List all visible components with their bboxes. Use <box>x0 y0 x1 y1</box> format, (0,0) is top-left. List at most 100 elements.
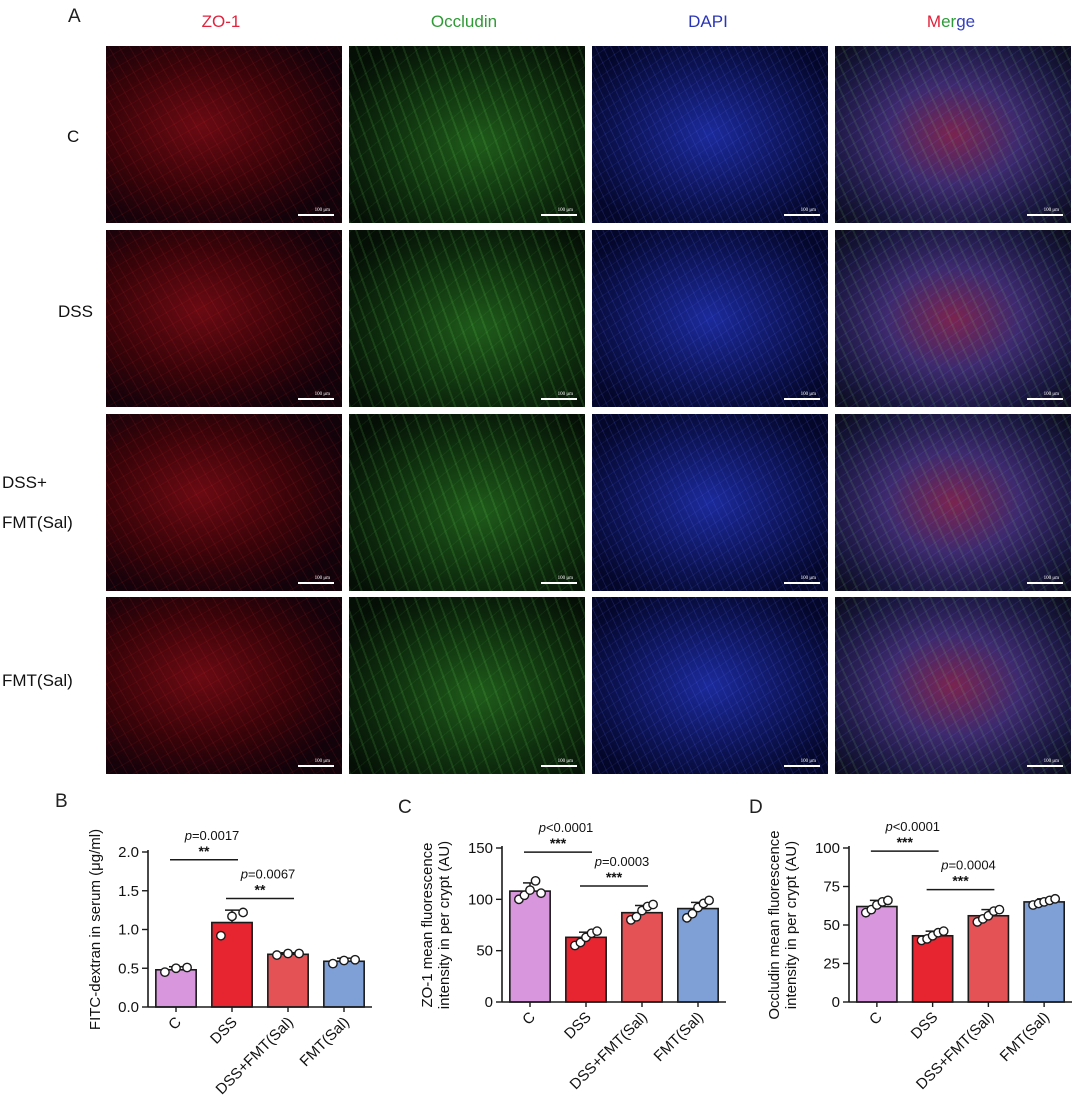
p-value-label: p=0.0067 <box>240 867 296 882</box>
scale-bar-label: 100 μm <box>1043 208 1059 213</box>
data-point <box>216 930 226 941</box>
significance-stars: ** <box>199 843 210 859</box>
scale-bar-label: 100 μm <box>557 392 573 397</box>
x-tick-label: C <box>519 1009 539 1029</box>
micrograph-merge-row-4: 100 μm <box>835 597 1071 774</box>
panel-d-letter: D <box>749 797 763 818</box>
scale-bar-label: 100 μm <box>314 759 330 764</box>
panel-a-letter: A <box>68 6 81 27</box>
p-value-label: p=0.0017 <box>184 828 240 843</box>
y-axis-label: intensity in per crypt (AU) <box>436 841 453 1009</box>
bar-C <box>155 968 197 1008</box>
scale-bar-label: 100 μm <box>800 208 816 213</box>
micrograph-green-row-4: 100 μm <box>349 597 585 774</box>
scale-bar-label: 100 μm <box>314 208 330 213</box>
panel-c-letter: C <box>398 797 412 818</box>
row-label-fmt: FMT(Sal) <box>2 668 73 694</box>
x-tick-label: FMT(Sal) <box>997 1009 1053 1065</box>
merge-part-m: M <box>926 12 942 31</box>
data-point <box>883 895 893 906</box>
scale-bar <box>298 398 334 400</box>
p-symbol: p <box>884 819 892 834</box>
p-value: =0.0017 <box>192 828 239 843</box>
data-point <box>525 885 535 895</box>
scale-bar <box>784 214 820 216</box>
y-tick-label: 0.0 <box>118 999 139 1016</box>
data-point <box>160 967 170 978</box>
data-point <box>227 911 237 922</box>
scale-bar <box>784 582 820 584</box>
x-tick-label: C <box>866 1009 886 1029</box>
scale-bar <box>541 765 577 767</box>
x-tick-label: C <box>165 1014 185 1034</box>
data-point <box>238 907 248 918</box>
x-tick-label: DSS <box>561 1009 595 1043</box>
p-value-label: p=0.0003 <box>594 854 650 869</box>
column-header-merge: Merge <box>833 12 1069 32</box>
bar-DSS <box>911 934 954 1003</box>
significance-stars: *** <box>606 869 623 885</box>
bar-C <box>509 890 551 1003</box>
merge-part-ge: ge <box>956 12 976 31</box>
scale-bar <box>1027 765 1063 767</box>
scale-bar <box>541 214 577 216</box>
y-axis-label: Occludin mean fluorescence <box>766 830 783 1019</box>
p-symbol: p <box>538 820 546 835</box>
bar-FMT(Sal) <box>677 907 719 1003</box>
data-point <box>704 895 714 906</box>
scale-bar <box>541 398 577 400</box>
data-point <box>938 926 949 937</box>
y-tick-label: 100 <box>468 891 493 908</box>
bar-DSS+FMT(Sal) <box>267 953 309 1008</box>
scale-bar-label: 100 μm <box>557 576 573 581</box>
micrograph-merge-row-1: 100 μm <box>835 46 1071 223</box>
scale-bar <box>541 582 577 584</box>
p-symbol: p <box>940 858 948 873</box>
p-value: =0.0067 <box>248 867 295 882</box>
scale-bar <box>784 765 820 767</box>
scale-bar-label: 100 μm <box>1043 576 1059 581</box>
data-point <box>272 950 282 960</box>
significance-stars: *** <box>952 873 969 889</box>
row-label-dss: DSS <box>58 299 93 325</box>
data-point <box>328 958 338 969</box>
p-symbol: p <box>184 828 192 843</box>
micrograph-green-row-3: 100 μm <box>349 414 585 591</box>
data-point <box>171 963 181 974</box>
panel-b-letter: B <box>55 791 68 812</box>
micrograph-green-row-1: 100 μm <box>349 46 585 223</box>
scale-bar <box>298 214 334 216</box>
x-tick-label: DSS <box>207 1014 241 1048</box>
data-point <box>350 954 360 965</box>
micrograph-green-row-2: 100 μm <box>349 230 585 407</box>
p-symbol: p <box>594 854 602 869</box>
scale-bar-label: 100 μm <box>557 759 573 764</box>
scale-bar-label: 100 μm <box>314 392 330 397</box>
y-axis-label: intensity in per crypt (AU) <box>783 841 800 1009</box>
bar-FMT(Sal) <box>1023 901 1065 1003</box>
scale-bar <box>298 765 334 767</box>
p-value: =0.0004 <box>948 858 995 873</box>
row-label-line: FMT(Sal) <box>2 513 73 532</box>
micrograph-red-row-2: 100 μm <box>106 230 342 407</box>
x-tick-label: FMT(Sal) <box>651 1009 707 1065</box>
data-point <box>339 955 349 966</box>
row-label-line: DSS <box>58 302 93 321</box>
column-header-occludin: Occludin <box>430 12 498 31</box>
scale-bar-label: 100 μm <box>314 576 330 581</box>
row-label-c: C <box>67 124 79 150</box>
p-value: =0.0003 <box>602 854 649 869</box>
micrograph-red-row-3: 100 μm <box>106 414 342 591</box>
merge-part-er: er <box>941 12 957 31</box>
bar-C <box>856 905 898 1003</box>
micrograph-blue-row-3: 100 μm <box>592 414 828 591</box>
data-point <box>648 899 658 910</box>
row-label-line: FMT(Sal) <box>2 671 73 690</box>
scale-bar <box>1027 582 1063 584</box>
y-tick-label: 25 <box>823 956 840 973</box>
column-header-zo1: ZO-1 <box>201 12 241 31</box>
scale-bar-label: 100 μm <box>1043 392 1059 397</box>
y-tick-label: 1.0 <box>118 922 139 939</box>
